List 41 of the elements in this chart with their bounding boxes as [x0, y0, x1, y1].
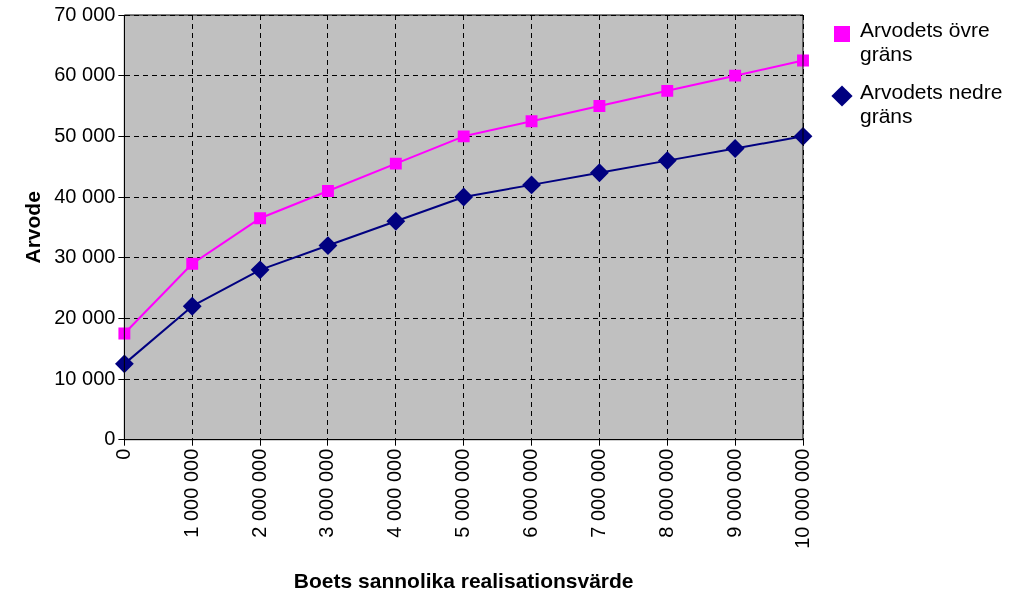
point	[661, 84, 674, 97]
point	[251, 260, 270, 279]
point	[389, 157, 402, 170]
point	[522, 175, 541, 194]
y-tick-label: 30 000	[54, 245, 116, 268]
point	[186, 257, 199, 270]
y-tick-label: 0	[104, 427, 116, 450]
x-tick-label: 8 000 000	[654, 448, 677, 538]
x-tick-label: 5 000 000	[451, 448, 474, 538]
y-tick-label: 70 000	[54, 2, 116, 25]
x-tick-label: 10 000 000	[790, 448, 813, 549]
point	[457, 130, 470, 143]
point	[726, 139, 745, 158]
point	[454, 188, 473, 207]
x-tick-label: 2 000 000	[247, 448, 270, 538]
y-axis-title: Arvode	[21, 191, 45, 264]
point	[254, 212, 267, 225]
point	[729, 69, 742, 82]
x-tick-label: 3 000 000	[315, 448, 338, 538]
point	[525, 115, 538, 128]
y-tick-label: 50 000	[54, 123, 116, 146]
point	[593, 100, 606, 112]
x-tick-label: 6 000 000	[519, 448, 542, 538]
x-tick-label: 1 000 000	[179, 448, 202, 538]
x-tick-label: 7 000 000	[586, 448, 609, 538]
x-axis-title: Boets sannolika realisationsvärde	[293, 569, 634, 593]
y-tick-label: 60 000	[54, 63, 116, 86]
x-tick-label: 0	[111, 448, 134, 460]
y-tick-label: 10 000	[54, 366, 116, 389]
legend-label: Arvodets övre gräns	[860, 18, 991, 66]
point	[318, 236, 337, 255]
legend-label: Arvodets nedre gräns	[860, 80, 1004, 128]
point	[658, 151, 677, 170]
point	[322, 185, 334, 197]
x-tick-label: 9 000 000	[722, 448, 745, 538]
y-tick-label: 40 000	[54, 184, 116, 207]
point	[386, 212, 405, 231]
y-tick-label: 20 000	[54, 305, 116, 328]
point	[590, 163, 609, 182]
point	[183, 297, 202, 316]
x-tick-label: 4 000 000	[383, 448, 406, 538]
